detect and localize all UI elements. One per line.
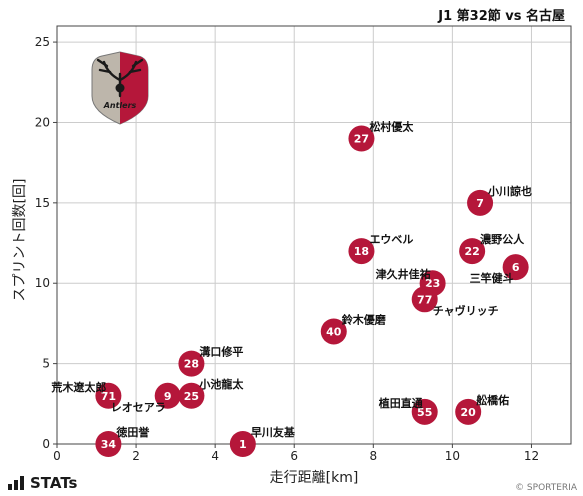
club-crest-logo: Antlers	[91, 51, 149, 125]
stats-brand: STATs	[8, 474, 77, 492]
x-tick-label: 4	[211, 449, 219, 463]
player-name-label: レオセアラ	[111, 401, 166, 414]
player-marker	[229, 431, 256, 457]
y-tick-label: 0	[42, 437, 50, 451]
player-number: 6	[512, 261, 520, 274]
player-marker	[455, 398, 482, 425]
y-tick-label: 25	[35, 35, 50, 49]
y-tick-label: 5	[42, 357, 50, 371]
player-name-label: 鈴木優磨	[342, 312, 387, 326]
player-number: 40	[326, 325, 342, 338]
player-name-label: 小川諒也	[487, 184, 532, 198]
player-number: 22	[464, 245, 479, 258]
data-points: 27松村優太7小川諒也18エウベル22濃野公人6三竿健斗23津久井佳祐77チャヴ…	[50, 120, 532, 457]
player-name-label: 植田直通	[378, 396, 423, 410]
player-number: 34	[101, 438, 117, 451]
player-marker	[95, 431, 122, 457]
player-marker	[348, 125, 375, 152]
player-name-label: 小池龍太	[198, 377, 244, 391]
player-number: 20	[461, 406, 477, 419]
player-marker	[467, 189, 494, 216]
x-tick-label: 12	[524, 449, 539, 463]
player-marker	[348, 238, 375, 265]
x-tick-label: 8	[369, 449, 377, 463]
player-marker	[502, 254, 529, 281]
player-name-label: 三竿健斗	[470, 271, 514, 285]
player-name-label: 徳田誉	[115, 425, 150, 439]
x-axis-label: 走行距離[km]	[270, 469, 359, 486]
player-point: 1 早川友基	[229, 425, 296, 457]
y-axis-label: スプリント回数[回]	[12, 179, 28, 302]
player-number: 18	[354, 245, 369, 258]
bar-chart-icon	[8, 476, 24, 490]
y-tick-label: 20	[35, 115, 50, 129]
player-marker	[411, 286, 438, 313]
player-marker	[178, 350, 205, 377]
player-name-label: 荒木遼太郎	[50, 380, 106, 394]
player-number: 71	[101, 390, 116, 403]
chart-title: J1 第32節 vs 名古屋	[438, 9, 565, 24]
player-name-label: 松村優太	[369, 120, 414, 134]
player-number: 27	[354, 133, 369, 146]
x-tick-label: 2	[132, 449, 140, 463]
player-number: 7	[476, 197, 484, 210]
player-number: 25	[184, 390, 199, 403]
x-tick-label: 0	[53, 449, 61, 463]
y-tick-label: 15	[35, 196, 50, 210]
player-name-label: 濃野公人	[480, 232, 525, 246]
player-number: 9	[164, 390, 172, 403]
brand-label: STATs	[30, 474, 78, 492]
player-marker	[95, 382, 122, 409]
player-name-label: 溝口修平	[199, 345, 243, 359]
player-number: 55	[417, 406, 432, 419]
player-marker	[154, 382, 181, 409]
y-tick-label: 10	[35, 276, 50, 290]
player-name-label: 津久井佳祐	[376, 267, 431, 281]
player-number: 28	[184, 358, 199, 371]
x-tick-label: 6	[290, 449, 298, 463]
copyright: © SPORTERIA	[515, 483, 577, 493]
x-tick-label: 10	[445, 449, 460, 463]
player-marker	[178, 382, 205, 409]
plot-frame	[56, 25, 572, 445]
player-name-label: エウベル	[369, 233, 413, 246]
player-name-label: 早川友基	[251, 425, 296, 439]
player-number: 1	[239, 438, 247, 451]
player-marker	[459, 238, 486, 265]
player-name-label: チャヴリッチ	[433, 303, 499, 317]
player-name-label: 舩橋佑	[476, 393, 509, 407]
logo-text: Antlers	[103, 101, 137, 110]
player-number: 77	[417, 293, 432, 306]
player-marker	[411, 398, 438, 425]
player-marker	[320, 318, 347, 345]
